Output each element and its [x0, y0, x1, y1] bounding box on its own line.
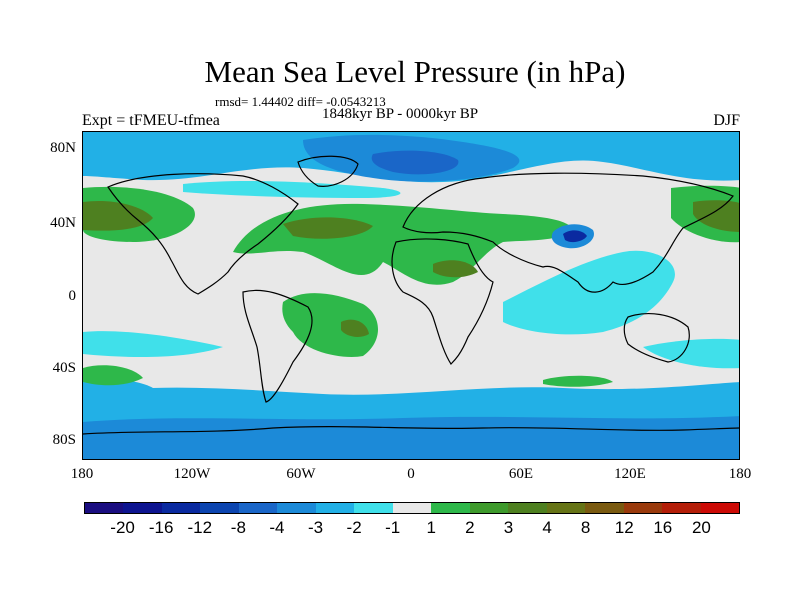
antarctic-low-core [83, 416, 739, 459]
colorbar-swatch [354, 503, 393, 513]
season-label: DJF [713, 112, 740, 129]
arctic-low-center [371, 150, 459, 175]
north-atlantic-cyan [183, 181, 401, 198]
sahara-high-core [433, 260, 478, 278]
map-title: Mean Sea Level Pressure (in hPa) [204, 54, 626, 89]
map-canvas [83, 132, 739, 459]
colorbar-swatch [623, 503, 663, 513]
coastlines [83, 155, 739, 435]
colorbar-tick-label: -2 [346, 518, 362, 537]
lon-label-120w: 120W [173, 466, 211, 482]
north-america-coast [107, 173, 299, 295]
colorbar-swatch [315, 503, 355, 513]
southern-indian-high [543, 375, 613, 387]
colorbar-tick-label: -4 [269, 518, 285, 537]
colorbar-tick-label: -12 [187, 518, 213, 537]
colorbar-swatch [277, 503, 316, 513]
colorbar-swatch [585, 503, 624, 513]
southern-ocean-cyan [83, 331, 223, 358]
south-america-coast [242, 289, 313, 403]
time-period: 1848kyr BP - 0000kyr BP [322, 106, 479, 122]
indian-ocean-cyan [503, 250, 675, 335]
colorbar-tick-label: 12 [614, 518, 634, 537]
atlantic-eurasia-high [233, 203, 573, 285]
colorbar-tick-label: 16 [653, 518, 673, 537]
south-america-high-core [341, 319, 369, 337]
colorbar-tick-label: 20 [691, 518, 711, 537]
colorbar-tick-label: -3 [307, 518, 324, 537]
tibet-low-core [563, 230, 587, 243]
north-pacific-high-east-core [693, 200, 739, 232]
experiment-label: Expt = tFMEU-tfmea [82, 112, 220, 129]
lon-label-60e: 60E [508, 466, 534, 482]
colorbar-tick-label: 8 [580, 518, 591, 537]
africa-coast [391, 238, 494, 365]
colorbar-tick-label: -16 [148, 518, 174, 537]
lat-label-0: 0 [68, 288, 77, 304]
colorbar-tick-label: -20 [110, 518, 135, 537]
lon-label-120e: 120E [614, 466, 646, 482]
colorbar-swatch [238, 503, 278, 513]
pressure-anomaly-map [82, 131, 740, 460]
colorbar-tick-label: 2 [465, 518, 475, 537]
lat-label-40s: 40S [52, 360, 76, 376]
southern-atlantic-high [83, 365, 143, 386]
rmsd-diff-stats: rmsd= 1.44402 diff= -0.0543213 [215, 94, 386, 109]
colorbar [84, 502, 740, 514]
colorbar-swatch [508, 503, 547, 513]
antarctica-coast [83, 425, 739, 435]
lon-label-180e: 180 [728, 466, 752, 482]
colorbar-swatch [85, 503, 124, 513]
north-pacific-high-west-core [83, 200, 153, 231]
colorbar-swatch [662, 503, 701, 513]
greenland-coast [297, 155, 359, 187]
australia-coast [623, 312, 690, 363]
lon-label-60w: 60W [286, 466, 316, 482]
lat-label-80s: 80S [52, 432, 76, 448]
lon-label-180w: 180 [70, 466, 94, 482]
colorbar-swatch [123, 503, 162, 513]
colorbar-tick-label: 3 [503, 518, 514, 537]
colorbar-swatch [431, 503, 470, 513]
lat-label-80n: 80N [50, 140, 76, 156]
colorbar-tick-label: -1 [385, 518, 401, 537]
lon-label-0: 0 [407, 466, 415, 482]
colorbar-swatch [469, 503, 509, 513]
colorbar-tick-label: -8 [230, 518, 246, 537]
south-pacific-cyan [643, 338, 739, 369]
atlantic-high-core [283, 217, 373, 239]
colorbar-swatch [392, 503, 432, 513]
colorbar-swatch [700, 503, 739, 513]
colorbar-swatch [161, 503, 201, 513]
colorbar-swatch [200, 503, 239, 513]
eurasia-coast [402, 172, 734, 293]
lat-label-40n: 40N [50, 215, 76, 231]
colorbar-swatch [546, 503, 586, 513]
colorbar-tick-label: 4 [542, 518, 552, 537]
colorbar-tick-label: 1 [426, 518, 437, 537]
